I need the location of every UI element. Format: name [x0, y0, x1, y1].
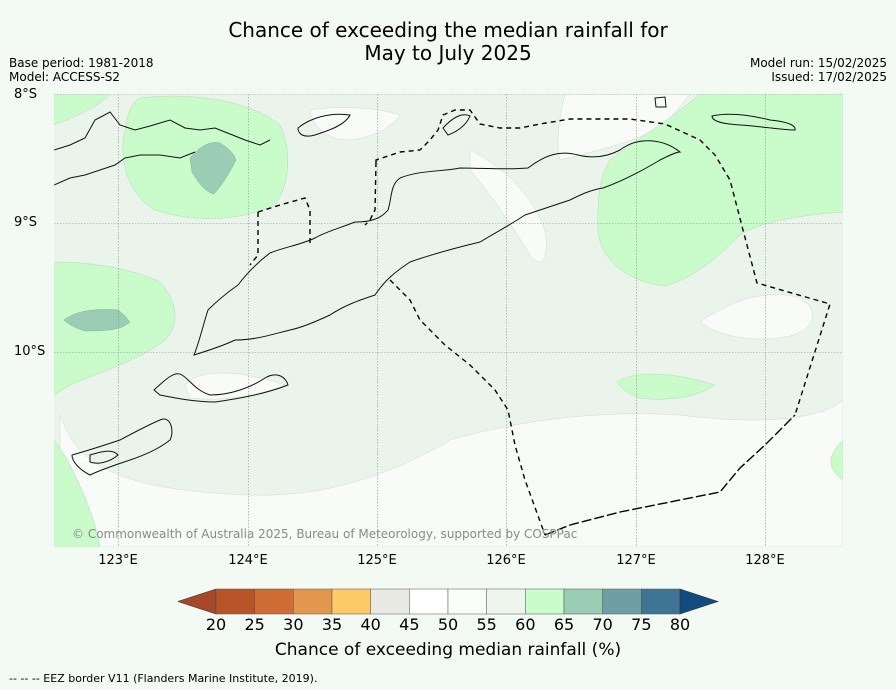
region-60-65-southwest: [54, 439, 101, 547]
colorbar-tick-35: 35: [321, 615, 343, 634]
colorbar-tick-50: 50: [437, 615, 459, 634]
region-65-70-west: [63, 309, 131, 332]
colorbar-segment-35-40: [331, 588, 371, 615]
region-65-70-north: [189, 142, 237, 195]
colorbar: [178, 588, 719, 615]
colorbar-segment-45-50: [409, 588, 449, 615]
alor-coastline: [297, 113, 351, 137]
colorbar-tick-60: 60: [515, 615, 536, 634]
colorbar-segment-50-55: [447, 588, 487, 615]
lat-label-9s: 9°S: [14, 215, 38, 230]
model-run-text: Model run: 15/02/2025: [749, 56, 887, 70]
meta-left: Base period: 1981-2018 Model: ACCESS-S2: [9, 56, 154, 84]
wetar-coastline: [711, 113, 796, 131]
lat-label-8s: 8°S: [14, 87, 38, 102]
flores-coastline: [54, 111, 271, 151]
base-period-text: Base period: 1981-2018: [9, 56, 154, 70]
colorbar-segment-65-70: [563, 588, 603, 615]
map-title: Chance of exceeding the median rainfall …: [0, 19, 896, 65]
map-title-line-1: Chance of exceeding the median rainfall …: [228, 18, 668, 42]
colorbar-arrow-low: [178, 588, 217, 615]
colorbar-tick-40: 40: [360, 615, 381, 634]
eez-border: [249, 109, 831, 536]
lon-label-123e: 123°E: [98, 553, 138, 568]
colorbar-segment-20-25: [215, 588, 255, 615]
eez-legend-footer: -- -- -- EEZ border V11 (Flanders Marine…: [9, 672, 318, 685]
region-50-55-south: [59, 399, 843, 547]
sumba-coastline: [153, 373, 289, 403]
colorbar-arrow-high: [679, 588, 719, 615]
small-island-coastline-1: [654, 96, 667, 108]
colorbar-segment-40-45: [370, 588, 410, 615]
colorbar-tick-65: 65: [553, 615, 575, 634]
lon-label-125e: 125°E: [357, 553, 397, 568]
colorbar-tick-80: 80: [669, 615, 691, 634]
meta-right: Model run: 15/02/2025 Issued: 17/02/2025: [750, 56, 887, 84]
colorbar-tick-70: 70: [592, 615, 613, 634]
eez-south-line: [544, 414, 796, 536]
colorbar-tick-45: 45: [399, 615, 420, 634]
lon-label-128e: 128°E: [745, 553, 785, 568]
colorbar-segments: [178, 588, 719, 615]
flores-south-coastline: [54, 151, 196, 186]
map-canvas: [54, 94, 843, 547]
region-50-55-central: [469, 149, 547, 262]
gridlines: [54, 94, 843, 547]
colorbar-tick-55: 55: [476, 615, 497, 634]
copyright-notice: © Commonwealth of Australia 2025, Bureau…: [72, 527, 578, 541]
colorbar-tick-20: 20: [205, 615, 227, 634]
region-60-65-east-small: [616, 373, 716, 400]
lon-label-126e: 126°E: [486, 553, 526, 568]
colorbar-tick-25: 25: [244, 615, 265, 634]
colorbar-segment-70-75: [602, 588, 642, 615]
coastlines: [54, 96, 796, 476]
colorbar-segment-55-60: [486, 588, 526, 615]
colorbar-segment-60-65: [525, 588, 565, 615]
rote-coastline: [89, 450, 119, 464]
colorbar-tick-75: 75: [631, 615, 652, 634]
issued-text: Issued: 17/02/2025: [771, 70, 887, 84]
map-title-line-2: May to July 2025: [364, 41, 532, 65]
savu-coastline: [71, 418, 173, 476]
colorbar-segment-75-80: [641, 588, 681, 615]
region-50-55-west-lens: [184, 372, 286, 400]
eez-west-pocket: [257, 197, 311, 245]
colorbar-segment-30-35: [293, 588, 333, 615]
colorbar-title: Chance of exceeding median rainfall (%): [274, 640, 622, 660]
eez-central-line: [389, 279, 546, 536]
lon-label-124e: 124°E: [228, 553, 268, 568]
colorbar-segment-25-30: [254, 588, 294, 615]
timor-coastline: [193, 140, 682, 356]
model-text: Model: ACCESS-S2: [9, 70, 121, 84]
lat-label-10s: 10°S: [14, 344, 46, 359]
atauro-coastline: [442, 114, 471, 136]
colorbar-tick-30: 30: [283, 615, 304, 634]
lon-label-127e: 127°E: [616, 553, 656, 568]
region-50-55-east-lens: [699, 294, 813, 340]
region-60-65-southeast: [830, 439, 843, 481]
